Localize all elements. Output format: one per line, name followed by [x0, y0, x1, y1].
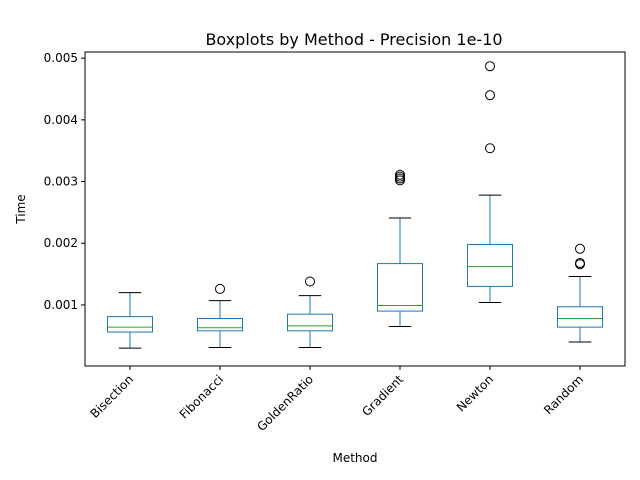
- outlier-point: [575, 243, 585, 254]
- y-tick-label: 0.001: [44, 298, 78, 312]
- chart-title: Boxplots by Method - Precision 1e-10: [205, 30, 502, 49]
- y-axis-label: Time: [14, 194, 28, 224]
- outlier-point: [485, 61, 495, 72]
- box-newton: [467, 243, 513, 287]
- box-goldenratio: [287, 313, 333, 332]
- outlier-point: [395, 169, 405, 180]
- y-tick-label: 0.003: [44, 175, 78, 189]
- box-fibonacci: [197, 317, 243, 332]
- y-tick-label: 0.004: [44, 113, 78, 127]
- y-tick-label: 0.002: [44, 236, 78, 250]
- outlier-point: [485, 90, 495, 101]
- outlier-point: [575, 257, 585, 268]
- x-axis-label: Method: [332, 451, 377, 465]
- outlier-point: [485, 143, 495, 154]
- box-gradient: [377, 263, 423, 312]
- plot-frame: [84, 51, 626, 367]
- y-tick-label: 0.005: [44, 51, 78, 65]
- outlier-point: [305, 276, 315, 287]
- outlier-point: [215, 283, 225, 294]
- box-random: [557, 306, 603, 328]
- box-bisection: [107, 316, 153, 333]
